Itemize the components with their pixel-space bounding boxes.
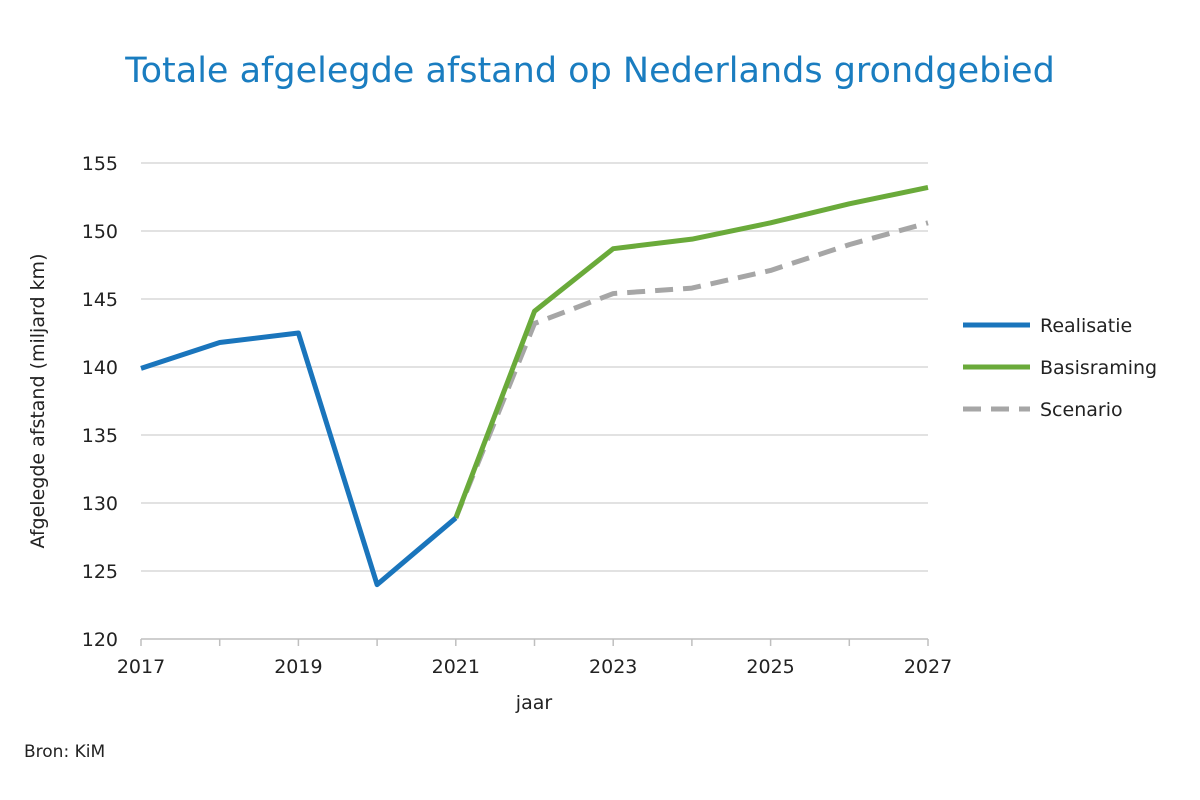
chart-title: Totale afgelegde afstand op Nederlands g… bbox=[124, 51, 1055, 91]
series-line-scenario bbox=[453, 220, 929, 519]
y-tick-label: 140 bbox=[82, 357, 118, 379]
source-note: Bron: KiM bbox=[24, 742, 105, 762]
x-tick-label: 2027 bbox=[904, 656, 952, 678]
y-tick-label: 145 bbox=[82, 289, 118, 311]
series-line-basisraming bbox=[453, 185, 929, 519]
y-tick-label: 130 bbox=[82, 493, 118, 515]
legend: Realisatie Basisraming Scenario bbox=[963, 315, 1157, 421]
y-tick-label: 120 bbox=[82, 629, 118, 651]
legend-label: Scenario bbox=[1040, 399, 1123, 421]
legend-label: Realisatie bbox=[1040, 315, 1132, 337]
series-line-realisatie bbox=[140, 330, 458, 588]
y-tick-label: 125 bbox=[82, 561, 118, 583]
x-tick-label: 2025 bbox=[746, 656, 794, 678]
y-tick-label: 135 bbox=[82, 425, 118, 447]
legend-label: Basisraming bbox=[1040, 357, 1157, 379]
y-tick-label: 150 bbox=[82, 221, 118, 243]
x-tick-label: 2017 bbox=[117, 656, 165, 678]
y-axis-label: Afgelegde afstand (miljard km) bbox=[27, 254, 49, 549]
x-tick-label: 2019 bbox=[274, 656, 322, 678]
x-axis-label: jaar bbox=[515, 692, 553, 714]
y-tick-label: 155 bbox=[82, 153, 118, 175]
x-tick-label: 2023 bbox=[589, 656, 637, 678]
x-tick-label: 2021 bbox=[432, 656, 480, 678]
